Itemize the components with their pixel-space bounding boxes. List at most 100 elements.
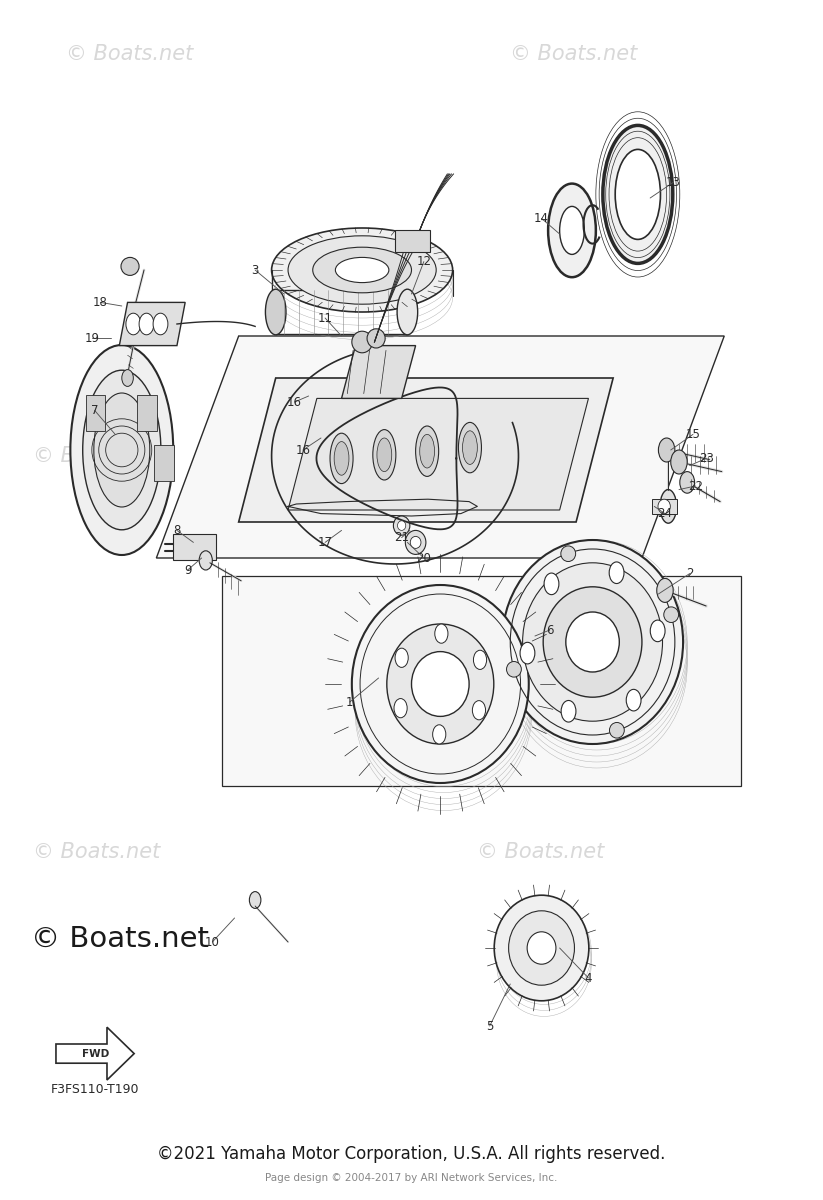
Ellipse shape [560,546,575,562]
Text: © Boats.net: © Boats.net [66,44,193,64]
Circle shape [650,620,665,642]
Text: 4: 4 [584,972,593,984]
Polygon shape [173,534,216,560]
Circle shape [609,562,624,583]
Text: 22: 22 [688,480,703,492]
Text: 1: 1 [346,696,354,708]
FancyBboxPatch shape [86,396,105,432]
Circle shape [433,725,446,744]
Polygon shape [222,576,741,786]
Text: 16: 16 [287,396,302,408]
Ellipse shape [265,289,286,335]
Text: 24: 24 [658,508,672,520]
Ellipse shape [494,895,588,1001]
Ellipse shape [313,247,412,293]
Ellipse shape [506,661,521,677]
Text: 8: 8 [174,524,180,536]
Circle shape [122,370,133,386]
Text: F3FS110-T190: F3FS110-T190 [51,1084,140,1096]
Ellipse shape [336,257,389,282]
Circle shape [139,313,154,335]
Circle shape [520,642,535,664]
Text: © Boats.net: © Boats.net [33,842,160,862]
Text: 12: 12 [416,256,431,268]
Text: 16: 16 [295,444,310,456]
Text: 20: 20 [416,552,431,564]
Ellipse shape [660,490,677,523]
Text: 15: 15 [686,428,700,440]
Circle shape [680,472,695,493]
Ellipse shape [330,433,353,484]
Circle shape [472,701,486,720]
Polygon shape [652,499,677,514]
FancyBboxPatch shape [137,395,157,431]
Ellipse shape [412,652,469,716]
Polygon shape [56,1027,134,1080]
Ellipse shape [393,516,410,535]
Polygon shape [342,346,416,398]
Circle shape [435,624,448,643]
Ellipse shape [565,612,619,672]
Text: 14: 14 [534,212,549,224]
Ellipse shape [509,911,574,985]
Circle shape [394,698,407,718]
Polygon shape [156,336,724,558]
Ellipse shape [387,624,494,744]
Ellipse shape [610,722,625,738]
Ellipse shape [405,530,426,554]
Ellipse shape [94,392,150,506]
Circle shape [544,574,559,595]
Text: ©2021 Yamaha Motor Corporation, U.S.A. All rights reserved.: ©2021 Yamaha Motor Corporation, U.S.A. A… [157,1145,666,1164]
Circle shape [626,689,641,710]
Circle shape [199,551,212,570]
Text: 2: 2 [686,568,694,580]
Ellipse shape [463,431,477,464]
Ellipse shape [420,434,435,468]
FancyBboxPatch shape [154,445,174,481]
Polygon shape [395,230,430,252]
Text: 5: 5 [486,1020,493,1032]
Ellipse shape [615,150,660,240]
Text: © Boats.net: © Boats.net [510,44,638,64]
Ellipse shape [523,563,663,721]
Ellipse shape [664,607,679,623]
Ellipse shape [70,346,173,554]
Circle shape [671,450,687,474]
Ellipse shape [334,442,349,475]
Polygon shape [119,302,185,346]
Ellipse shape [602,126,672,264]
Ellipse shape [397,289,418,335]
Ellipse shape [82,370,160,529]
Circle shape [658,438,675,462]
Text: © Boats.net: © Boats.net [477,446,605,466]
Circle shape [153,313,168,335]
Text: Page design © 2004-2017 by ARI Network Services, Inc.: Page design © 2004-2017 by ARI Network S… [265,1174,558,1183]
Text: 13: 13 [666,176,681,188]
Polygon shape [288,398,588,510]
Text: 10: 10 [205,936,220,948]
Text: 7: 7 [91,404,99,416]
Ellipse shape [416,426,439,476]
Ellipse shape [272,228,453,312]
Ellipse shape [527,931,556,965]
Ellipse shape [367,329,385,348]
Ellipse shape [398,521,406,530]
Text: 23: 23 [699,452,714,464]
Ellipse shape [288,235,436,304]
Text: 17: 17 [318,536,332,548]
Text: 18: 18 [93,296,108,308]
Text: 6: 6 [546,624,554,636]
Circle shape [657,578,673,602]
Circle shape [249,892,261,908]
Ellipse shape [548,184,596,277]
Text: 9: 9 [184,564,192,576]
Text: 3: 3 [252,264,258,276]
Ellipse shape [502,540,683,744]
Ellipse shape [560,206,584,254]
Ellipse shape [351,584,528,782]
Ellipse shape [658,499,670,514]
Text: 11: 11 [318,312,332,324]
Ellipse shape [458,422,481,473]
Text: © Boats.net: © Boats.net [33,446,160,466]
Polygon shape [239,378,613,522]
